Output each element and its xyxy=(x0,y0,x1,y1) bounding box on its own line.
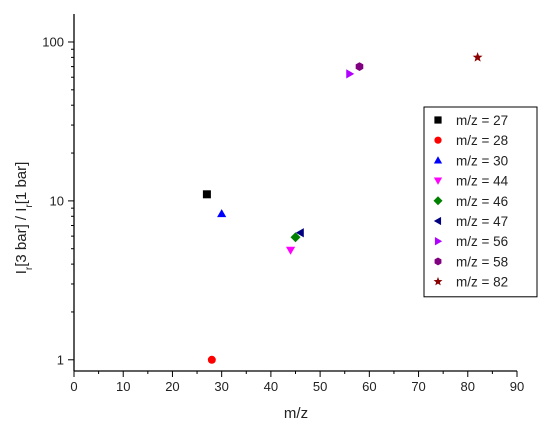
legend-marker xyxy=(433,276,443,286)
legend-marker xyxy=(433,196,443,206)
legend-marker xyxy=(433,216,442,226)
legend-label: m/z = 47 xyxy=(456,214,508,229)
y-axis-label: Ir[3 bar] / Ir[1 bar] xyxy=(13,162,35,275)
legend-label: m/z = 30 xyxy=(456,153,508,168)
legend-label: m/z = 82 xyxy=(456,275,508,290)
y-axis: 1 10 100 xyxy=(42,34,74,367)
legend-box xyxy=(423,106,538,298)
legend-marker xyxy=(433,156,443,164)
legend: m/z = 27 m/z = 28 m/z = 30 m/z = 44 m/z = 46… xyxy=(423,106,538,298)
data-point xyxy=(285,246,296,255)
legend-marker xyxy=(434,136,442,144)
data-point xyxy=(217,209,227,218)
y-tick-label: 100 xyxy=(42,34,64,49)
x-tick-label: 60 xyxy=(362,379,376,394)
legend-label: m/z = 28 xyxy=(456,133,508,148)
x-tick-label: 20 xyxy=(165,379,179,394)
data-point xyxy=(472,52,483,62)
data-point xyxy=(346,69,355,79)
y-tick-label: 10 xyxy=(50,193,64,208)
data-point xyxy=(290,232,301,243)
legend-label: m/z = 27 xyxy=(456,113,508,128)
data-point xyxy=(295,228,304,238)
x-axis: 0 10 20 30 40 50 60 70 80 90 xyxy=(70,371,524,394)
x-tick-label: 30 xyxy=(214,379,228,394)
legend-marker xyxy=(434,237,443,246)
x-tick-label: 0 xyxy=(70,379,77,394)
x-tick-label: 10 xyxy=(116,379,130,394)
legend-label: m/z = 56 xyxy=(456,234,508,249)
y-tick-label: 1 xyxy=(57,352,64,367)
x-tick-label: 90 xyxy=(510,379,524,394)
legend-label: m/z = 58 xyxy=(456,254,508,269)
x-axis-label: m/z xyxy=(284,405,308,422)
data-point xyxy=(355,62,364,71)
data-points xyxy=(202,52,483,364)
x-tick-label: 40 xyxy=(264,379,278,394)
legend-marker xyxy=(434,257,442,266)
x-tick-label: 80 xyxy=(461,379,475,394)
legend-label: m/z = 44 xyxy=(456,174,509,189)
data-point xyxy=(207,355,216,364)
x-tick-label: 70 xyxy=(411,379,425,394)
legend-marker xyxy=(434,116,442,124)
data-point xyxy=(202,190,211,199)
legend-label: m/z = 46 xyxy=(456,194,508,209)
x-tick-label: 50 xyxy=(313,379,327,394)
legend-marker xyxy=(433,177,443,185)
